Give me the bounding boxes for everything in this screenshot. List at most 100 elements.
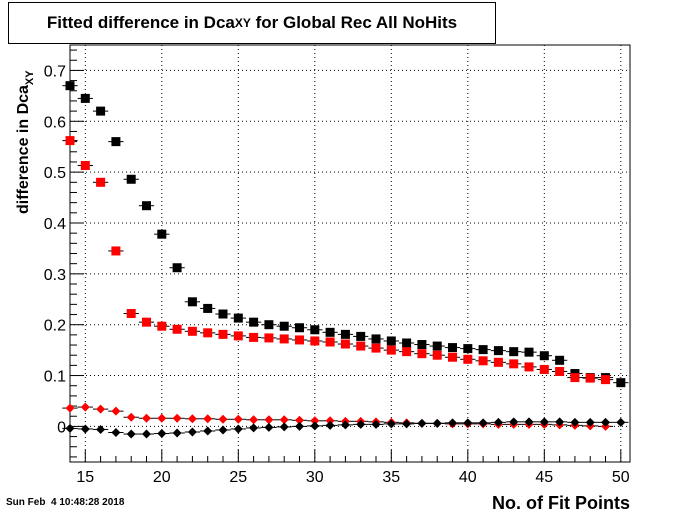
data-point: [218, 309, 228, 319]
data-point: [417, 418, 427, 428]
data-point: [356, 331, 366, 341]
grid-lines: [70, 45, 630, 462]
x-tick-label: 40: [459, 469, 477, 486]
chart-title: Fitted difference in Dca XY for Global Re…: [8, 2, 496, 44]
data-point: [126, 429, 136, 439]
data-point: [432, 418, 442, 428]
data-point: [325, 416, 335, 426]
data-point: [616, 378, 626, 388]
data-point: [218, 414, 228, 424]
data-point: [585, 417, 595, 427]
data-point: [187, 414, 197, 424]
data-point: [264, 333, 274, 343]
plot-frame: [69, 44, 631, 463]
data-point: [555, 355, 565, 365]
data-point: [80, 402, 90, 412]
timestamp: Sun Feb 4 10:48:28 2018: [6, 497, 125, 508]
data-point: [386, 336, 396, 346]
data-point: [96, 404, 106, 414]
data-point: [80, 93, 90, 103]
data-point: [111, 428, 121, 438]
data-point: [249, 332, 259, 342]
data-point: [524, 362, 534, 372]
data-point: [371, 334, 381, 344]
x-tick-label: 25: [229, 469, 247, 486]
data-point: [172, 263, 182, 273]
data-point: [295, 323, 305, 333]
chart-title-main: Fitted difference in Dca: [46, 13, 235, 32]
data-point: [524, 417, 534, 427]
data-point: [448, 352, 458, 362]
data-point: [555, 417, 565, 427]
data-point: [80, 161, 90, 171]
data-point: [325, 337, 335, 347]
data-point: [432, 341, 442, 351]
x-axis-label: No. of Fit Points: [492, 493, 630, 513]
y-tick-label: 0.2: [44, 318, 66, 335]
x-tick-labels: 15 20 25 30 35 40 45 50: [76, 469, 629, 486]
data-point: [157, 229, 167, 239]
data-point: [111, 406, 121, 416]
series-1: [62, 136, 614, 385]
x-tick-label: 20: [153, 469, 171, 486]
data-point: [601, 417, 611, 427]
data-point: [80, 424, 90, 434]
data-point: [463, 354, 473, 364]
data-point: [478, 345, 488, 355]
x-tick-label: 50: [612, 469, 630, 486]
data-point: [402, 347, 412, 357]
data-point: [448, 343, 458, 353]
data-point: [356, 341, 366, 351]
y-axis-label-main: difference in Dca: [15, 85, 32, 214]
data-point: [493, 357, 503, 367]
data-point: [279, 415, 289, 425]
data-point: [218, 329, 228, 339]
data-point: [585, 373, 595, 383]
data-point: [616, 417, 626, 427]
x-tick-label: 45: [535, 469, 553, 486]
data-point: [264, 415, 274, 425]
series-layer: [62, 81, 629, 439]
data-point: [340, 329, 350, 339]
data-point: [402, 338, 412, 348]
data-point: [448, 418, 458, 428]
data-point: [310, 325, 320, 335]
data-point: [295, 421, 305, 431]
data-point: [555, 366, 565, 376]
axis-ticks: [69, 49, 622, 462]
data-point: [157, 321, 167, 331]
series-3: [62, 417, 629, 439]
data-point: [249, 317, 259, 327]
data-point: [157, 429, 167, 439]
data-point: [371, 343, 381, 353]
data-point: [264, 320, 274, 330]
data-point: [493, 417, 503, 427]
data-point: [96, 424, 106, 434]
data-point: [65, 403, 75, 413]
y-axis-label: difference in DcaXY: [15, 70, 36, 214]
data-point: [126, 412, 136, 422]
data-point: [310, 416, 320, 426]
data-point: [340, 339, 350, 349]
data-point: [340, 420, 350, 430]
data-point: [172, 428, 182, 438]
data-point: [96, 106, 106, 116]
data-point: [203, 426, 213, 436]
data-point: [509, 417, 519, 427]
data-point: [142, 201, 152, 211]
data-point: [509, 347, 519, 357]
x-tick-label: 15: [76, 469, 94, 486]
data-point: [187, 297, 197, 307]
data-point: [126, 309, 136, 319]
data-point: [493, 346, 503, 356]
series-0: [62, 81, 629, 388]
data-point: [203, 303, 213, 313]
data-point: [279, 321, 289, 331]
data-point: [539, 351, 549, 361]
data-point: [203, 328, 213, 338]
data-point: [539, 364, 549, 374]
data-point: [203, 414, 213, 424]
data-point: [172, 324, 182, 334]
data-point: [187, 326, 197, 336]
